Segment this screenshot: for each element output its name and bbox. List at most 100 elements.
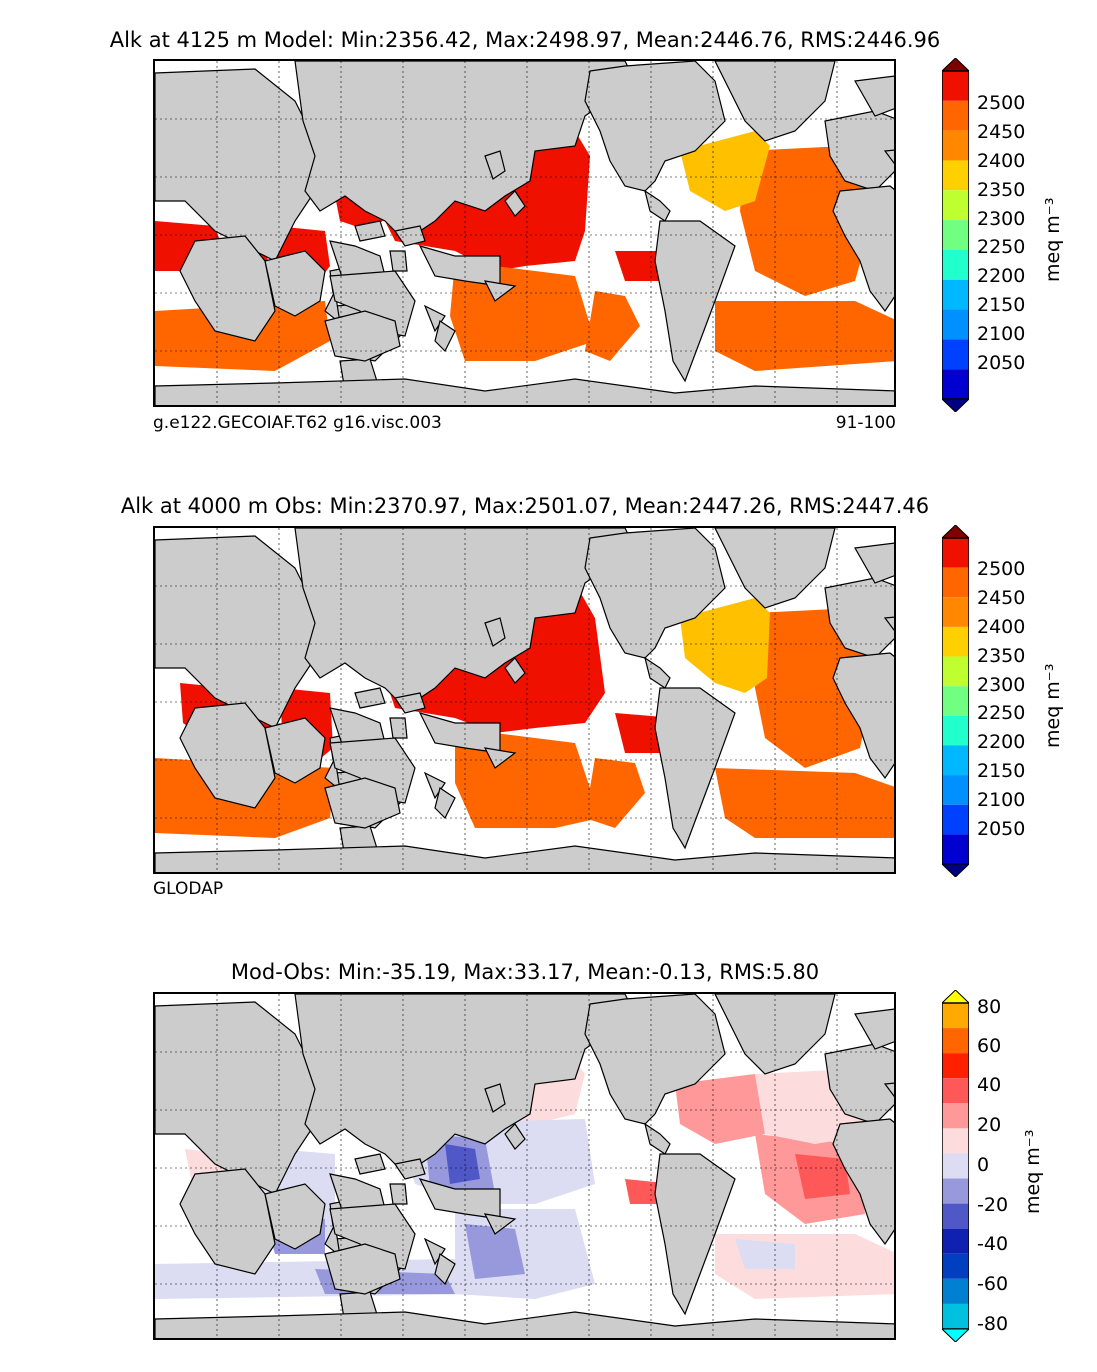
panel2-map-canvas [155, 528, 894, 872]
panel2-title: Alk at 4000 m Obs: Min:2370.97, Max:2501… [120, 494, 930, 518]
colorbar-band [942, 1053, 969, 1079]
colorbar-band [942, 1078, 969, 1104]
panel2-colorbar-canvas [942, 525, 969, 877]
colorbar-band [942, 1278, 969, 1304]
panel3-cb-tick: -20 [977, 1194, 1009, 1216]
panel3-region-south-pacific-core [465, 1224, 525, 1279]
panel3-region-south-atlantic-neg [735, 1239, 795, 1269]
panel3-region-north-atlantic [675, 1074, 765, 1144]
colorbar-extend-max [942, 58, 969, 72]
colorbar-band [942, 715, 969, 746]
panel2-grid [155, 528, 894, 872]
panel2-cb-unit: meq m⁻³ [1042, 663, 1064, 748]
colorbar-band [942, 834, 969, 864]
panel3-colorbar [942, 990, 969, 1342]
panel1-years-label: 91-100 [835, 413, 896, 433]
panel3-cb-tick: 20 [977, 1114, 1002, 1136]
colorbar-band [942, 804, 969, 835]
panel1-map [153, 59, 896, 407]
panel1-cb-tick: 2400 [977, 150, 1026, 172]
colorbar-band [942, 1153, 969, 1179]
panel1-region-se-pacific [585, 291, 640, 361]
colorbar-band [942, 1178, 969, 1204]
panel1-grid [155, 61, 894, 405]
panel1-colorbar [942, 58, 969, 412]
panel1-cb-tick: 2450 [977, 121, 1026, 143]
panel2-cb-tick: 2200 [977, 731, 1026, 753]
colorbar-band [942, 686, 969, 716]
panel3-cb-tick: 40 [977, 1074, 1002, 1096]
colorbar-band [942, 369, 969, 399]
panel1-cb-tick: 2350 [977, 179, 1026, 201]
panel1-case-label: g.e122.GECOIAF.T62 g16.visc.003 [153, 413, 442, 433]
panel3-title: Mod-Obs: Min:-35.19, Max:33.17, Mean:-0.… [230, 960, 820, 984]
panel2-cb-tick: 2100 [977, 789, 1026, 811]
panel2-cb-tick: 2050 [977, 818, 1026, 840]
colorbar-band [942, 1103, 969, 1129]
colorbar-band [942, 160, 969, 191]
panel1-region-south-atlantic [715, 301, 894, 371]
panel1-cb-tick: 2050 [977, 352, 1026, 374]
colorbar-band [942, 567, 969, 598]
panel1-cb-tick: 2100 [977, 323, 1026, 345]
colorbar-extend-max [942, 990, 969, 1004]
panel3-grid [155, 994, 894, 1338]
panel3-map-canvas [155, 994, 894, 1338]
panel3-region-western-pacific-core [445, 1144, 480, 1184]
panel1-cb-tick: 2150 [977, 294, 1026, 316]
panel3-cb-tick: 80 [977, 996, 1002, 1018]
colorbar-band [942, 71, 969, 101]
colorbar-band [942, 190, 969, 221]
panel1-title: Alk at 4125 m Model: Min:2356.42, Max:24… [109, 28, 941, 52]
panel2-cb-tick: 2300 [977, 674, 1026, 696]
panel2-cb-tick: 2450 [977, 587, 1026, 609]
panel3-cb-tick: 0 [977, 1154, 990, 1176]
panel3-region-tropical-atlantic-core [795, 1154, 850, 1199]
panel3-cb-unit: meq m⁻³ [1022, 1129, 1044, 1214]
colorbar-band [942, 1028, 969, 1054]
panel1-region-east-atlantic [740, 146, 875, 296]
colorbar-band [942, 597, 969, 627]
panel3-cb-tick: -40 [977, 1233, 1009, 1255]
panel1-region-nw-atlantic [680, 131, 770, 211]
colorbar-band [942, 309, 969, 340]
panel2-map [153, 526, 896, 874]
panel1-cb-unit: meq m⁻³ [1042, 197, 1064, 282]
colorbar-band [942, 249, 969, 280]
panel1-cb-tick: 2250 [977, 236, 1026, 258]
colorbar-band [942, 1203, 969, 1229]
panel1-cb-tick: 2500 [977, 92, 1026, 114]
colorbar-extend-min [942, 863, 969, 877]
panel2-cb-tick: 2500 [977, 558, 1026, 580]
colorbar-band [942, 279, 969, 310]
colorbar-band [942, 1228, 969, 1254]
colorbar-band [942, 220, 969, 250]
panel2-colorbar [942, 525, 969, 877]
panel3-colorbar-canvas [942, 990, 969, 1342]
colorbar-band [942, 130, 969, 161]
panel1-region-south-pacific [450, 261, 595, 361]
colorbar-extend-min [942, 1328, 969, 1342]
panel2-cb-tick: 2150 [977, 760, 1026, 782]
panel1-cb-tick: 2300 [977, 208, 1026, 230]
panel2-cb-tick: 2250 [977, 702, 1026, 724]
colorbar-band [942, 538, 969, 568]
panel2-cb-tick: 2400 [977, 616, 1026, 638]
colorbar-band [942, 1303, 969, 1329]
colorbar-band [942, 745, 969, 776]
colorbar-band [942, 1128, 969, 1154]
panel2-source-label: GLODAP [153, 879, 224, 899]
panel3-map [153, 992, 896, 1340]
colorbar-band [942, 1253, 969, 1279]
panel2-region-nw-atlantic [680, 598, 770, 693]
colorbar-band [942, 656, 969, 687]
panel3-cb-tick: -60 [977, 1273, 1009, 1295]
colorbar-band [942, 100, 969, 131]
panel1-colorbar-canvas [942, 58, 969, 412]
colorbar-extend-max [942, 525, 969, 539]
panel2-region-south-atlantic [715, 768, 894, 838]
colorbar-extend-min [942, 398, 969, 412]
panel1-map-canvas [155, 61, 894, 405]
panel2-region-se-pacific [585, 758, 645, 828]
colorbar-band [942, 775, 969, 805]
